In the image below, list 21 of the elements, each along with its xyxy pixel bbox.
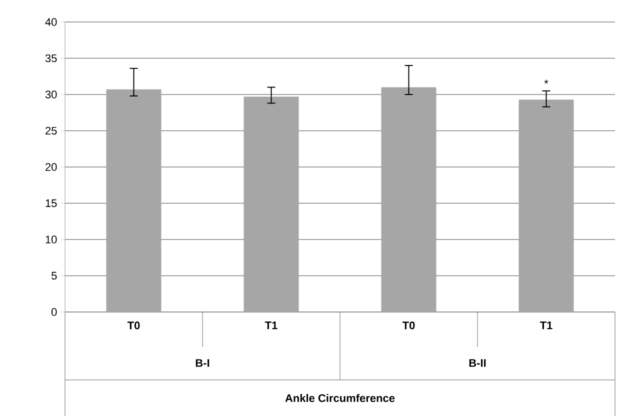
text: B-II [469, 359, 486, 367]
bar [106, 89, 162, 312]
y-tick-label: 5 [52, 272, 57, 280]
x-tick-label: T1 [540, 321, 552, 329]
text: B-I [196, 359, 210, 367]
y-tick-label: 15 [46, 199, 57, 207]
bar [381, 87, 436, 312]
y-tick-label: 40 [45, 18, 57, 26]
bar [244, 96, 299, 312]
y-tick-label: 0 [52, 308, 57, 316]
x-tick-label: T1 [264, 321, 278, 329]
y-tick-label: 25 [46, 126, 57, 134]
x-tick-label: T0 [402, 321, 415, 330]
y-tick-label: 30 [45, 90, 57, 98]
x-tick-label: T0 [127, 321, 140, 330]
y-tick-label: 10 [46, 235, 57, 244]
y-tick-label: 35 [45, 54, 57, 62]
bar [518, 99, 574, 312]
text: Ankle Circumference [285, 394, 395, 402]
data-label: * [544, 80, 548, 84]
y-tick-label: 20 [46, 162, 57, 171]
